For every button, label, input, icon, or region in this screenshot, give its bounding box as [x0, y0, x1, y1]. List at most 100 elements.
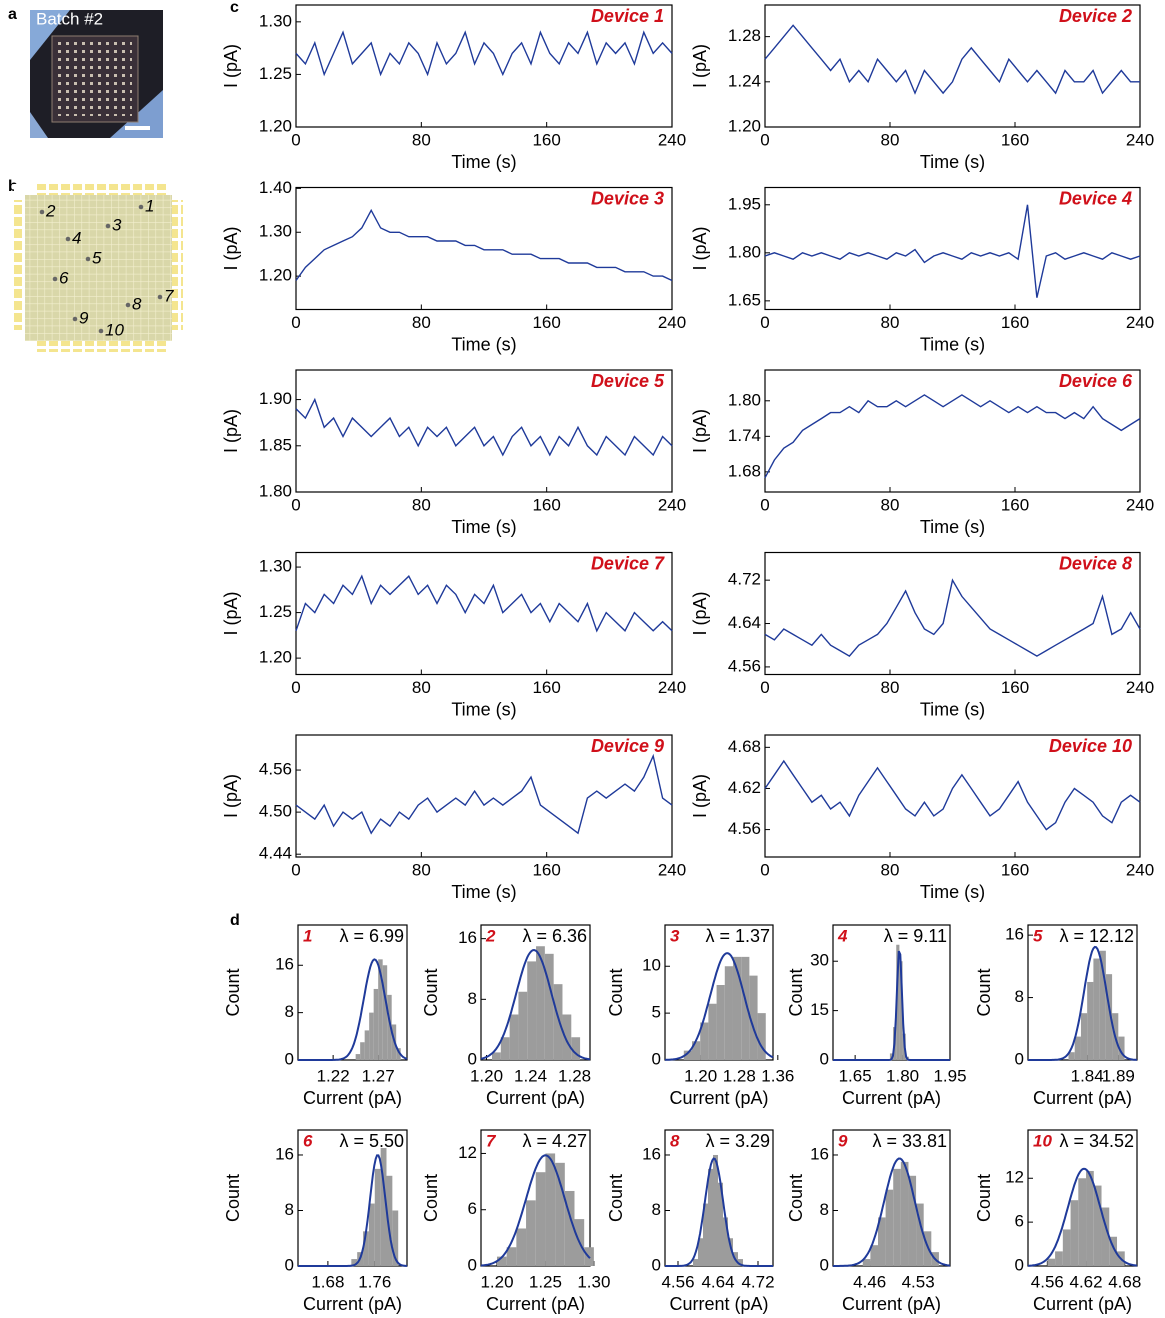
annotation: λ = 9.11: [884, 926, 947, 946]
hist-bar: [516, 1228, 527, 1266]
device-dot: [39, 209, 45, 215]
y-axis-label: Count: [421, 1174, 441, 1222]
y-tick-label: 16: [642, 1144, 661, 1163]
x-tick-label: 1.36: [761, 1066, 794, 1085]
x-tick-label: 240: [1126, 678, 1154, 697]
hist-bar: [716, 985, 725, 1060]
x-tick-label: 4.68: [1108, 1272, 1141, 1291]
hist-bar: [555, 1162, 565, 1266]
x-tick-label: 4.56: [1031, 1272, 1064, 1291]
annotation: λ = 6.99: [339, 926, 404, 946]
y-tick-label: 4.62: [728, 778, 761, 797]
hist-bar: [500, 1037, 510, 1060]
y-axis-label: I (pA): [221, 774, 241, 818]
hist-bar: [741, 956, 750, 1060]
x-tick-label: 1.24: [514, 1066, 547, 1085]
chart-title: Device 3: [591, 188, 664, 208]
fit-curve: [1028, 945, 1138, 1061]
y-axis-label: I (pA): [690, 44, 710, 88]
x-tick-label: 0: [760, 678, 769, 697]
photo-label: Batch #2: [36, 9, 103, 28]
plot-frame: [295, 734, 673, 858]
y-axis-label: Count: [786, 1174, 806, 1222]
y-tick-label: 16: [458, 928, 477, 947]
x-tick-label: 80: [412, 130, 431, 149]
x-tick-label: 80: [412, 678, 431, 697]
device-label: 4: [72, 228, 81, 247]
chart-title: Device 1: [591, 6, 664, 26]
hist-bar: [553, 984, 563, 1060]
y-axis-label: I (pA): [690, 409, 710, 453]
x-tick-label: 160: [1001, 678, 1029, 697]
hist-label: 1: [303, 926, 312, 945]
x-tick-label: 80: [881, 130, 900, 149]
x-tick-label: 240: [658, 495, 686, 514]
x-tick-label: 160: [532, 495, 560, 514]
y-tick-label: 0: [652, 1255, 661, 1274]
x-tick-label: 240: [1126, 130, 1154, 149]
y-tick-label: 8: [285, 1200, 294, 1219]
y-tick-label: 0: [820, 1255, 829, 1274]
data-line: [295, 397, 673, 457]
data-line: [764, 578, 1141, 657]
hist-bar: [870, 1245, 878, 1266]
data-line: [764, 394, 1141, 479]
y-tick-label: 0: [468, 1049, 477, 1068]
hist-bar: [1101, 1207, 1110, 1266]
plot-frame: [297, 924, 408, 1061]
x-tick-label: 0: [291, 495, 300, 514]
y-axis-label: Count: [974, 968, 994, 1016]
x-tick-label: 240: [658, 678, 686, 697]
x-axis-label: Current (pA): [842, 1294, 941, 1314]
hist-bar: [1074, 1036, 1081, 1060]
x-tick-label: 4.64: [701, 1272, 734, 1291]
y-tick-label: 1.74: [728, 426, 761, 445]
hist-bar: [544, 953, 554, 1060]
hist-bar: [862, 1259, 871, 1266]
device-dot: [138, 204, 144, 210]
y-tick-label: 8: [285, 1002, 294, 1021]
x-axis-label: Current (pA): [486, 1088, 585, 1108]
x-axis-label: Time (s): [451, 334, 516, 354]
x-tick-label: 160: [1001, 313, 1029, 332]
annotation: λ = 33.81: [872, 1131, 947, 1151]
panel-label: d: [230, 912, 240, 929]
hist-bar: [1047, 1258, 1056, 1266]
plot-frame: [764, 369, 1141, 493]
hist-bar: [1109, 1236, 1118, 1266]
y-tick-label: 4.50: [259, 802, 292, 821]
x-tick-label: 240: [1126, 495, 1154, 514]
device-label: 5: [92, 248, 102, 267]
hist-bar: [708, 1003, 717, 1060]
plot-frame: [295, 369, 673, 493]
x-tick-label: 0: [760, 860, 769, 879]
x-tick-label: 240: [658, 313, 686, 332]
fit-curve: [664, 952, 774, 1061]
x-tick-label: 160: [1001, 860, 1029, 879]
y-tick-label: 1.20: [259, 116, 292, 135]
hist-bar: [1055, 1251, 1063, 1266]
y-tick-label: 1.40: [259, 178, 292, 197]
fit-curve: [1027, 1167, 1138, 1267]
x-tick-label: 0: [760, 313, 769, 332]
hist-bar: [373, 988, 379, 1060]
plot-frame: [295, 186, 673, 311]
hist-bar: [518, 991, 528, 1060]
hist-bar: [1105, 974, 1113, 1060]
x-tick-label: 160: [1001, 130, 1029, 149]
fit-curve: [298, 958, 408, 1061]
device-label: 9: [79, 308, 89, 327]
x-tick-label: 1.28: [558, 1066, 591, 1085]
y-tick-label: 0: [652, 1049, 661, 1068]
x-axis-label: Current (pA): [1033, 1088, 1132, 1108]
hist-bar: [369, 1012, 374, 1060]
y-axis-label: I (pA): [221, 409, 241, 453]
x-tick-label: 160: [532, 130, 560, 149]
y-tick-label: 0: [468, 1255, 477, 1274]
y-tick-label: 8: [1015, 987, 1024, 1006]
x-tick-label: 1.30: [577, 1272, 610, 1291]
y-tick-label: 4.56: [728, 819, 761, 838]
x-tick-label: 240: [658, 860, 686, 879]
data-line: [295, 574, 673, 633]
